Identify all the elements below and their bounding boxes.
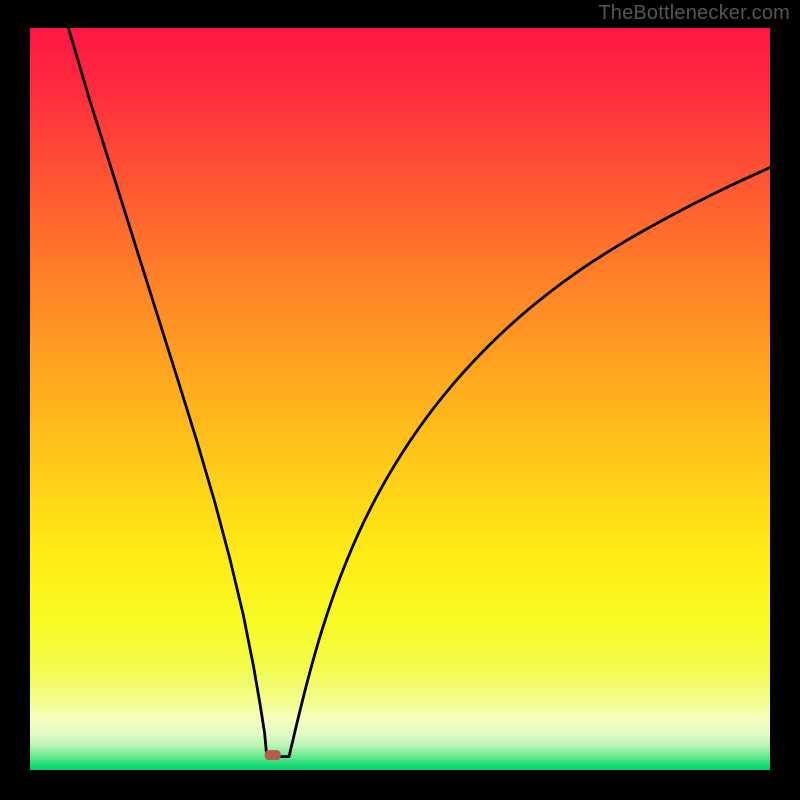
chart-container: TheBottlenecker.com: [0, 0, 800, 800]
bottleneck-curve-chart: [0, 0, 800, 800]
optimal-point-marker: [265, 750, 281, 760]
plot-background: [30, 28, 770, 770]
